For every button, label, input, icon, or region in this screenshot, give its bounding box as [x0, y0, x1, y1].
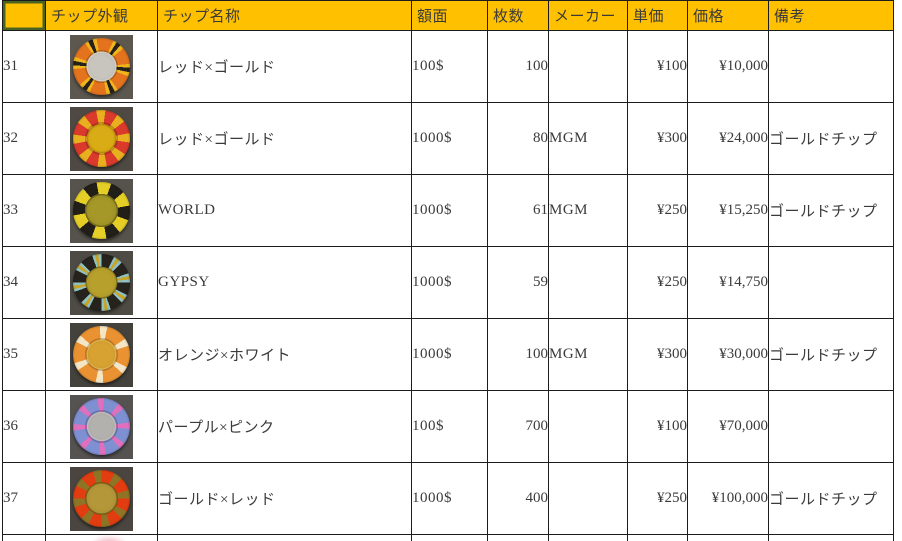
unit-price-cell[interactable]: ¥100	[627, 30, 688, 103]
header-maker[interactable]: メーカー	[548, 0, 628, 31]
unit-price-cell[interactable]: ¥300	[627, 102, 688, 175]
table-row: 31 レッド×ゴールド 100$ 100 ¥100 ¥10,000	[2, 30, 894, 103]
denomination-cell[interactable]: 1000$	[411, 462, 488, 535]
chip-photo	[70, 106, 133, 171]
chip-photo	[70, 322, 133, 387]
count-cell[interactable]: 100	[487, 30, 549, 103]
row-number-cell[interactable]: 33	[2, 174, 46, 247]
note-cell[interactable]	[768, 246, 894, 319]
chip-appearance-cell[interactable]	[45, 246, 158, 319]
unit-price-cell[interactable]: ¥250	[627, 462, 688, 535]
count-cell[interactable]: 61	[487, 174, 549, 247]
count-cell[interactable]: 80	[487, 102, 549, 175]
chip-image[interactable]	[73, 254, 130, 311]
table-row: 35 オレンジ×ホワイト 1000$ 100 MGM ¥300 ¥30,000 …	[2, 318, 894, 391]
maker-cell[interactable]	[548, 390, 628, 463]
maker-cell[interactable]	[548, 30, 628, 103]
chip-photo	[70, 34, 133, 99]
table-row: 36 パープル×ピンク 100$ 700 ¥100 ¥70,000	[2, 390, 894, 463]
row-number-cell[interactable]: 37	[2, 462, 46, 535]
chip-image[interactable]	[73, 326, 130, 383]
chip-image[interactable]	[73, 182, 130, 239]
table-row: 37 ゴールド×レッド 1000$ 400 ¥250 ¥100,000 ゴールド…	[2, 462, 894, 535]
table-row: 32 レッド×ゴールド 1000$ 80 MGM ¥300 ¥24,000 ゴー…	[2, 102, 894, 175]
chip-photo	[70, 394, 133, 459]
count-cell[interactable]: 100	[487, 318, 549, 391]
note-cell[interactable]: ゴールドチップ	[768, 462, 894, 535]
count-cell[interactable]: 700	[487, 390, 549, 463]
header-row: チップ外観 チップ名称 額面 枚数 メーカー 単価 価格 備考	[2, 0, 894, 31]
chip-name-cell[interactable]: オレンジ×ホワイト	[157, 318, 412, 391]
price-cell[interactable]: ¥100,000	[687, 462, 769, 535]
unit-price-cell[interactable]: ¥250	[627, 174, 688, 247]
header-note[interactable]: 備考	[768, 0, 894, 31]
note-cell[interactable]	[768, 30, 894, 103]
table-row: 34 GYPSY 1000$ 59 ¥250 ¥14,750	[2, 246, 894, 319]
row-number-cell[interactable]: 34	[2, 246, 46, 319]
count-cell[interactable]: 59	[487, 246, 549, 319]
price-cell[interactable]: ¥10,000	[687, 30, 769, 103]
price-cell[interactable]: ¥15,250	[687, 174, 769, 247]
partial-next-row	[2, 534, 894, 541]
denomination-cell[interactable]: 100$	[411, 390, 488, 463]
row-number-cell[interactable]: 32	[2, 102, 46, 175]
table-body: 31 レッド×ゴールド 100$ 100 ¥100 ¥10,000 32 レッド…	[2, 30, 894, 535]
chip-name-cell[interactable]: レッド×ゴールド	[157, 30, 412, 103]
chip-photo	[70, 178, 133, 243]
maker-cell[interactable]	[548, 246, 628, 319]
maker-cell[interactable]: MGM	[548, 102, 628, 175]
maker-cell[interactable]	[548, 462, 628, 535]
chip-image[interactable]	[73, 110, 130, 167]
chip-appearance-cell[interactable]	[45, 462, 158, 535]
selected-cell[interactable]	[2, 0, 46, 31]
header-denomination[interactable]: 額面	[411, 0, 488, 31]
unit-price-cell[interactable]: ¥300	[627, 318, 688, 391]
price-cell[interactable]: ¥70,000	[687, 390, 769, 463]
chip-name-cell[interactable]: レッド×ゴールド	[157, 102, 412, 175]
chip-image[interactable]	[73, 398, 130, 455]
unit-price-cell[interactable]: ¥100	[627, 390, 688, 463]
note-cell[interactable]: ゴールドチップ	[768, 318, 894, 391]
header-price[interactable]: 価格	[687, 0, 769, 31]
note-cell[interactable]: ゴールドチップ	[768, 102, 894, 175]
chip-image[interactable]	[73, 470, 130, 527]
chip-photo	[70, 466, 133, 531]
count-cell[interactable]: 400	[487, 462, 549, 535]
chip-name-cell[interactable]: WORLD	[157, 174, 412, 247]
denomination-cell[interactable]: 1000$	[411, 318, 488, 391]
unit-price-cell[interactable]: ¥250	[627, 246, 688, 319]
denomination-cell[interactable]: 1000$	[411, 174, 488, 247]
denomination-cell[interactable]: 1000$	[411, 246, 488, 319]
price-cell[interactable]: ¥24,000	[687, 102, 769, 175]
chip-appearance-cell[interactable]	[45, 30, 158, 103]
chip-photo	[70, 250, 133, 315]
chip-appearance-cell[interactable]	[45, 174, 158, 247]
header-appearance[interactable]: チップ外観	[45, 0, 158, 31]
header-name[interactable]: チップ名称	[157, 0, 412, 31]
chip-appearance-cell[interactable]	[45, 318, 158, 391]
chip-name-cell[interactable]: ゴールド×レッド	[157, 462, 412, 535]
denomination-cell[interactable]: 1000$	[411, 102, 488, 175]
chip-name-cell[interactable]: GYPSY	[157, 246, 412, 319]
denomination-cell[interactable]: 100$	[411, 30, 488, 103]
price-cell[interactable]: ¥30,000	[687, 318, 769, 391]
row-number-cell[interactable]: 35	[2, 318, 46, 391]
chip-name-cell[interactable]: パープル×ピンク	[157, 390, 412, 463]
maker-cell[interactable]: MGM	[548, 318, 628, 391]
chip-appearance-cell[interactable]	[45, 102, 158, 175]
chip-image[interactable]	[73, 38, 130, 95]
price-cell[interactable]: ¥14,750	[687, 246, 769, 319]
chip-appearance-cell[interactable]	[45, 390, 158, 463]
note-cell[interactable]: ゴールドチップ	[768, 174, 894, 247]
row-number-cell[interactable]: 31	[2, 30, 46, 103]
maker-cell[interactable]: MGM	[548, 174, 628, 247]
row-number-cell[interactable]: 36	[2, 390, 46, 463]
table-row: 33 WORLD 1000$ 61 MGM ¥250 ¥15,250 ゴールドチ…	[2, 174, 894, 247]
header-count[interactable]: 枚数	[487, 0, 549, 31]
header-unit-price[interactable]: 単価	[627, 0, 688, 31]
note-cell[interactable]	[768, 390, 894, 463]
